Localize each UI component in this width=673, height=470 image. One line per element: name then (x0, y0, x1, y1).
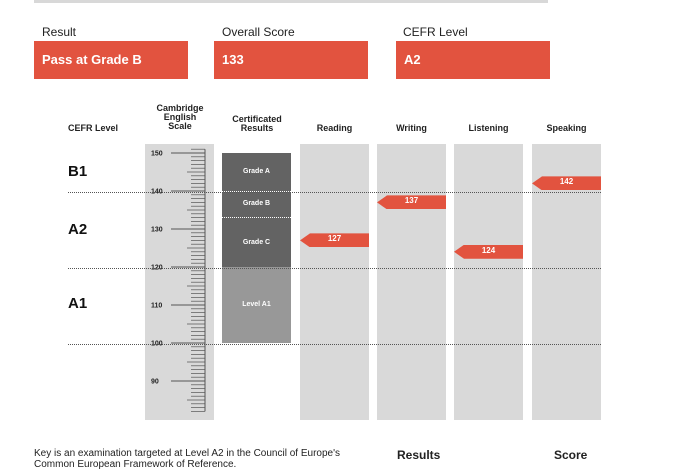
cefr-boundary-line (68, 191, 601, 193)
cert-grade-c: Grade C (222, 217, 291, 267)
cert-level-a1: Level A1 (222, 267, 291, 343)
reading-column (300, 144, 369, 420)
cert-divider (222, 217, 291, 219)
cefr-level-a2: A2 (68, 221, 88, 238)
listening-column (454, 144, 523, 420)
cert-level-a1-label: Level A1 (242, 301, 271, 308)
top-divider (34, 0, 548, 3)
cefr-level-b1: B1 (68, 163, 88, 180)
cert-grade-b: Grade B (222, 191, 291, 218)
cert-grade-b-label: Grade B (242, 200, 271, 207)
scale-header-line: English (163, 112, 197, 122)
scale-tick-label: 150 (151, 151, 163, 158)
skill-header-listening: Listening (468, 123, 509, 133)
reading-score: 127 (327, 234, 342, 244)
cefr-level-value: A2 (396, 41, 550, 79)
exam-description-line: Key is an examination targeted at Level … (34, 448, 340, 459)
cert-divider (222, 190, 291, 192)
cefr-level-label: CEFR Level (403, 25, 468, 39)
skill-header-speaking: Speaking (546, 123, 587, 133)
skill-header-reading: Reading (316, 123, 353, 133)
cert-header-line: Results (240, 123, 274, 133)
cefr-level-a1: A1 (68, 295, 88, 312)
result-label: Result (42, 25, 77, 39)
certificated-results-header: Certificated Results (217, 115, 297, 133)
cefr-boundary-line (68, 343, 601, 345)
skill-header-writing: Writing (396, 123, 427, 133)
cambridge-scale-header: Cambridge English Scale (140, 104, 220, 131)
listening-score-flag: 124 (454, 244, 523, 259)
overall-score-label: Overall Score (222, 25, 295, 39)
writing-score-flag: 137 (377, 195, 446, 210)
cefr-level-header: CEFR Level (67, 123, 118, 133)
cert-header-line: Certificated (232, 114, 282, 124)
scale-tick-label: 110 (151, 303, 162, 310)
exam-description: Key is an examination targeted at Level … (34, 448, 374, 470)
listening-score: 124 (481, 245, 496, 255)
exam-description-line: Common European Framework of Reference. (34, 459, 237, 470)
scale-tick-label: 130 (151, 227, 163, 234)
writing-column (377, 144, 446, 420)
cert-grade-a-label: Grade A (243, 168, 270, 175)
scale-header-line: Cambridge (156, 103, 204, 113)
scale-tick-label: 90 (151, 379, 159, 386)
writing-score: 137 (404, 196, 419, 206)
cefr-boundary-line (68, 267, 601, 269)
score-table-header: Score (554, 448, 588, 462)
scale-header-line: Scale (168, 121, 192, 131)
cert-grade-c-label: Grade C (242, 238, 271, 246)
result-value: Pass at Grade B (34, 41, 188, 79)
speaking-score-flag: 142 (532, 176, 601, 191)
reading-score-flag: 127 (300, 233, 369, 248)
overall-score-value: 133 (214, 41, 368, 79)
speaking-score: 142 (559, 177, 574, 187)
results-table-header: Results (397, 448, 441, 462)
cert-grade-a: Grade A (222, 153, 291, 191)
